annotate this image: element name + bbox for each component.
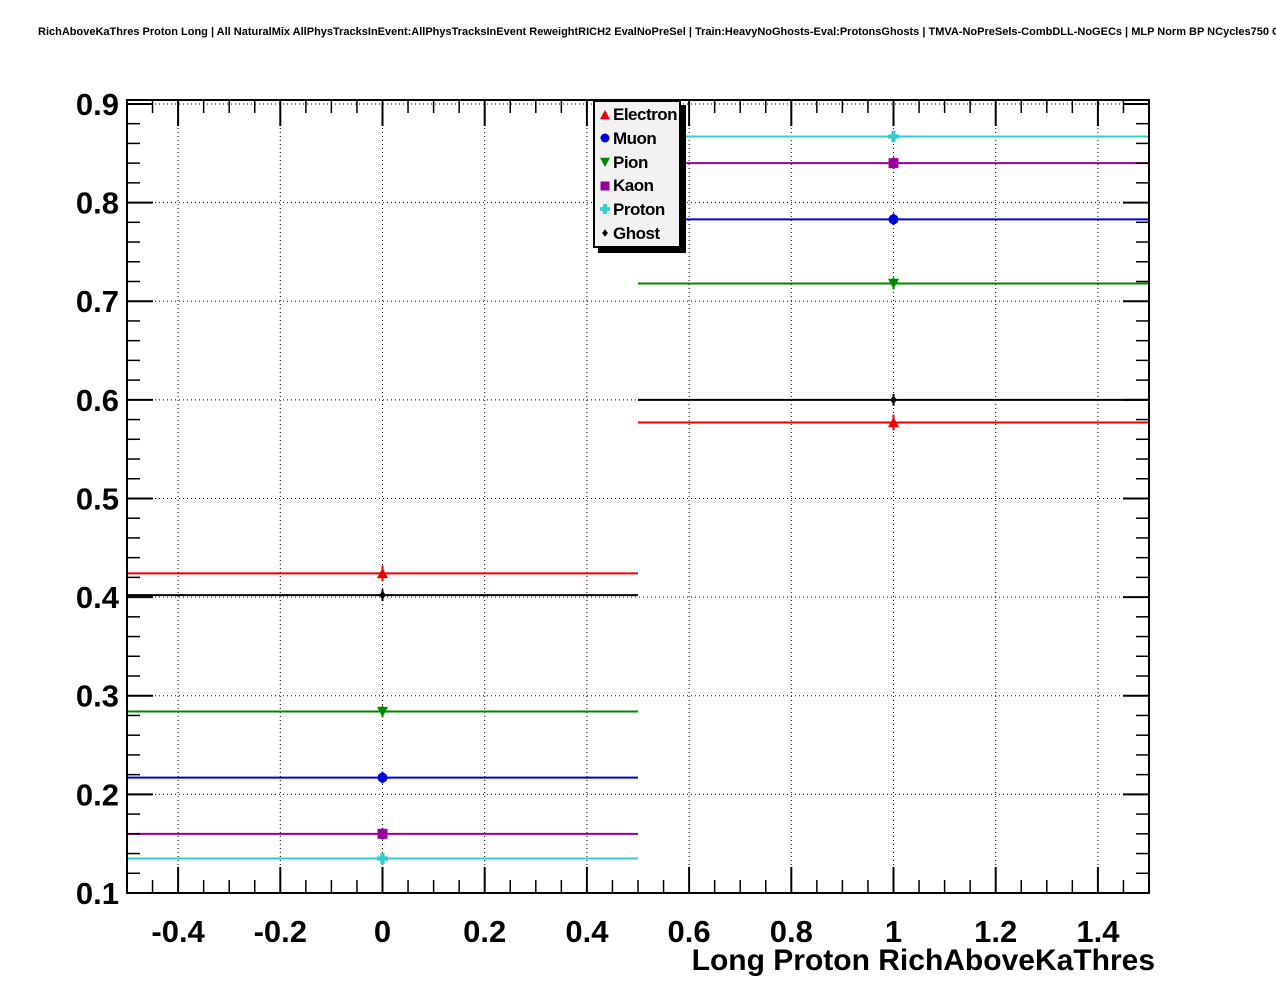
- chart-title: RichAboveKaThres Proton Long | All Natur…: [38, 26, 1276, 38]
- electron-marker: [888, 417, 899, 428]
- y-tick-label: 0.5: [76, 481, 119, 516]
- x-tick-label: 1.2: [974, 914, 1017, 949]
- series-proton: [127, 130, 1149, 865]
- x-tick-label: 1.4: [1076, 914, 1120, 949]
- legend-label: Pion: [613, 152, 648, 172]
- y-tick-label: 0.9: [76, 87, 119, 122]
- muon-marker: [888, 214, 899, 225]
- y-tick-label: 0.1: [76, 876, 119, 911]
- x-axis-title: Long Proton RichAboveKaThres: [691, 944, 1155, 977]
- grid-lines: [127, 100, 1149, 894]
- x-tick-label: 0.8: [770, 914, 813, 949]
- x-tick-label: 0.4: [565, 914, 609, 949]
- x-tick-label: 0: [374, 914, 391, 949]
- x-tick-label: -0.2: [254, 914, 307, 949]
- tick-labels: -0.4 -0.2 0 0.2 0.4 0.6 0.8 1 1.2 1.4 0.1 0.2 0.3 0.4…: [76, 87, 1120, 949]
- muon-marker: [377, 772, 388, 783]
- legend-item-electron: Electron: [595, 103, 679, 126]
- legend-label: Electron: [613, 105, 678, 125]
- pion-marker: [377, 706, 388, 718]
- ghost-marker: [890, 395, 897, 405]
- y-tick-label: 0.4: [76, 580, 120, 615]
- cross-icon: [600, 204, 610, 215]
- legend-item-proton: Proton: [595, 198, 679, 221]
- kaon-marker: [377, 828, 388, 839]
- y-tick-label: 0.8: [76, 186, 119, 221]
- x-tick-label: -0.4: [151, 914, 205, 949]
- series-kaon: [127, 157, 1149, 840]
- legend-label: Ghost: [613, 223, 660, 243]
- legend-item-pion: Pion: [595, 151, 679, 174]
- legend-item-kaon: Kaon: [595, 174, 679, 197]
- proton-marker: [888, 130, 899, 142]
- legend-label: Proton: [613, 199, 665, 219]
- x-tick-label: 0.2: [463, 914, 506, 949]
- legend-item-ghost: Ghost: [595, 222, 679, 245]
- legend-label: Kaon: [613, 176, 654, 196]
- pion-marker: [888, 278, 899, 289]
- axis-ticks: [126, 100, 1150, 894]
- y-tick-label: 0.6: [76, 383, 119, 418]
- x-tick-label: 0.6: [668, 914, 711, 949]
- series-electron: [127, 414, 1149, 582]
- diamond-icon: [602, 229, 608, 237]
- y-tick-label: 0.2: [76, 777, 119, 812]
- series-muon: [127, 213, 1149, 784]
- proton-marker: [377, 852, 388, 864]
- triangle-down-icon: [600, 157, 610, 168]
- y-tick-label: 0.7: [76, 284, 119, 319]
- circle-icon: [600, 133, 610, 143]
- y-tick-label: 0.3: [76, 679, 119, 714]
- electron-marker: [377, 567, 388, 579]
- triangle-up-icon: [600, 109, 610, 120]
- series-pion: [127, 277, 1149, 718]
- ghost-marker: [379, 590, 386, 600]
- x-tick-label: 1: [885, 914, 902, 949]
- legend-item-muon: Muon: [595, 127, 679, 150]
- kaon-marker: [888, 158, 899, 169]
- legend-label: Muon: [613, 128, 657, 148]
- square-icon: [600, 181, 610, 191]
- series-ghost: [127, 393, 1149, 602]
- legend-box: Electron Muon Pion Kaon Proton Ghost: [593, 100, 681, 248]
